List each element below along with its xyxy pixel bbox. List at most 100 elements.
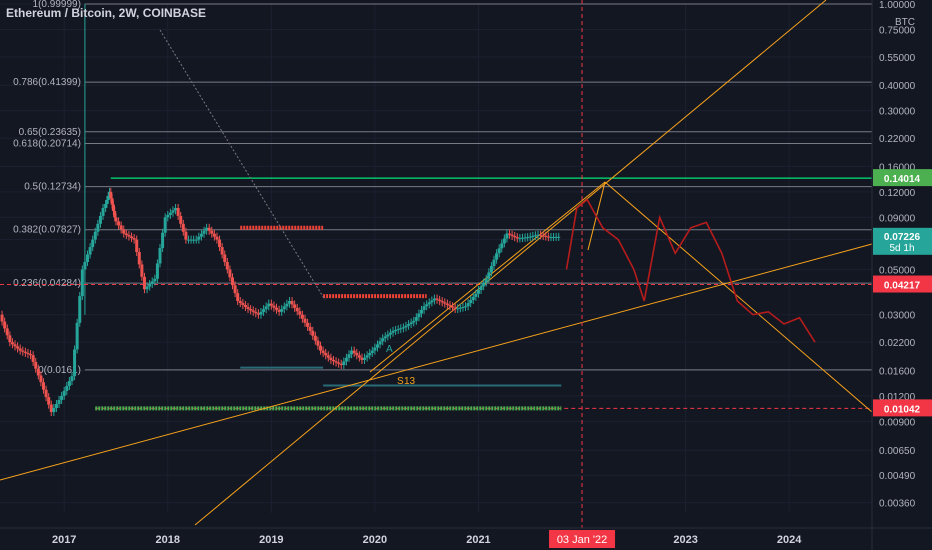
candle-body [515, 237, 519, 239]
candle-body [552, 236, 556, 238]
price-tick: 0.00360 [879, 499, 916, 510]
candle-body [122, 229, 126, 234]
price-badge [873, 399, 932, 417]
price-tick: 0.55000 [879, 53, 916, 64]
candle-body [295, 307, 299, 312]
candle-body [479, 286, 483, 291]
candle-body [145, 286, 149, 290]
candle-body [489, 266, 493, 273]
price-badge-text: 0.14014 [884, 174, 921, 185]
candle-body [176, 208, 180, 216]
candle-body [267, 303, 271, 307]
candle-body [287, 301, 291, 304]
candle-body [153, 278, 157, 282]
candle-body [47, 397, 51, 405]
candle-body [347, 354, 351, 358]
candle-body [412, 320, 416, 323]
candle-body [391, 330, 395, 333]
candle-body [86, 254, 90, 262]
candle-body [220, 247, 224, 255]
candle-body [298, 311, 302, 315]
candle-body [179, 215, 183, 224]
candle-body [269, 303, 273, 306]
candle-body [513, 235, 517, 238]
candle-body [321, 350, 325, 353]
candle-body [326, 355, 330, 358]
candle-body [150, 281, 154, 284]
candle-body [381, 338, 385, 342]
candle-body [52, 408, 56, 413]
candle-body [23, 351, 27, 353]
last-price-value: 0.07226 [884, 232, 921, 243]
candle-body [113, 210, 117, 218]
trend-lines[interactable] [0, 0, 873, 528]
candle-body [130, 236, 134, 239]
candle-body [148, 283, 152, 287]
candle-body [316, 340, 320, 346]
candle-body [533, 235, 537, 237]
candle-body [105, 199, 109, 204]
candle-body [375, 344, 379, 348]
candle-body [241, 303, 245, 306]
candle-body [254, 311, 258, 314]
candle-body [557, 236, 561, 238]
chart-title: Ethereum / Bitcoin, 2W, COINBASE [6, 6, 206, 20]
price-tick: 0.05000 [879, 265, 916, 276]
candle-body [290, 301, 294, 305]
candle-body [554, 236, 558, 238]
fib-level-label: 0.618(0.20714) [13, 138, 81, 149]
candle-body [41, 382, 45, 390]
candle-body [174, 208, 178, 211]
candle-body [212, 233, 216, 237]
candle-body [378, 341, 382, 345]
candle-body [197, 236, 201, 240]
candle-body [319, 345, 323, 351]
projection-line [565, 198, 816, 343]
candle-body [272, 305, 276, 308]
candle-body [300, 314, 304, 319]
price-badge-text: 0.04217 [884, 281, 921, 292]
candle-body [5, 328, 9, 336]
price-badge [873, 275, 932, 293]
candle-body [75, 322, 79, 350]
candle-body [26, 352, 30, 355]
candle-body [65, 386, 69, 391]
candle-body [440, 301, 444, 303]
candle-body [114, 217, 118, 222]
candle-body [303, 318, 307, 323]
candle-body [62, 390, 66, 396]
candle-body [230, 277, 234, 286]
candle-body [101, 208, 105, 216]
time-tick: 2018 [156, 534, 180, 546]
candle-body [531, 235, 535, 237]
crosshair-date-badge [549, 530, 616, 548]
candle-body [370, 350, 374, 353]
candle-body [388, 332, 392, 335]
time-tick: 2020 [363, 534, 387, 546]
candle-body [528, 236, 532, 238]
candle-body [422, 306, 426, 310]
candle-body [117, 221, 121, 226]
candle-body [526, 237, 530, 239]
candle-body [438, 299, 442, 302]
candle-body [192, 239, 196, 241]
fib-level-label: 0.236(0.04284) [13, 278, 81, 289]
candle-body [44, 389, 48, 398]
candle-body [365, 355, 369, 358]
candle-body [158, 248, 162, 264]
candle-body [523, 237, 527, 239]
candle-body [280, 309, 284, 312]
price-tick: 0.01200 [879, 392, 916, 403]
candle-body [119, 225, 123, 230]
candle-body [432, 298, 436, 301]
candle-body [246, 306, 250, 309]
candle-body [363, 357, 367, 360]
candle-body [78, 296, 82, 323]
candle-body [29, 354, 33, 356]
candle-body [456, 308, 460, 310]
candle-body [49, 404, 53, 413]
fib-retracement[interactable]: 1(0.99999) 0.786(0.41399) 0.65(0.23635)0.6… [13, 0, 872, 376]
candle-body [88, 247, 92, 255]
